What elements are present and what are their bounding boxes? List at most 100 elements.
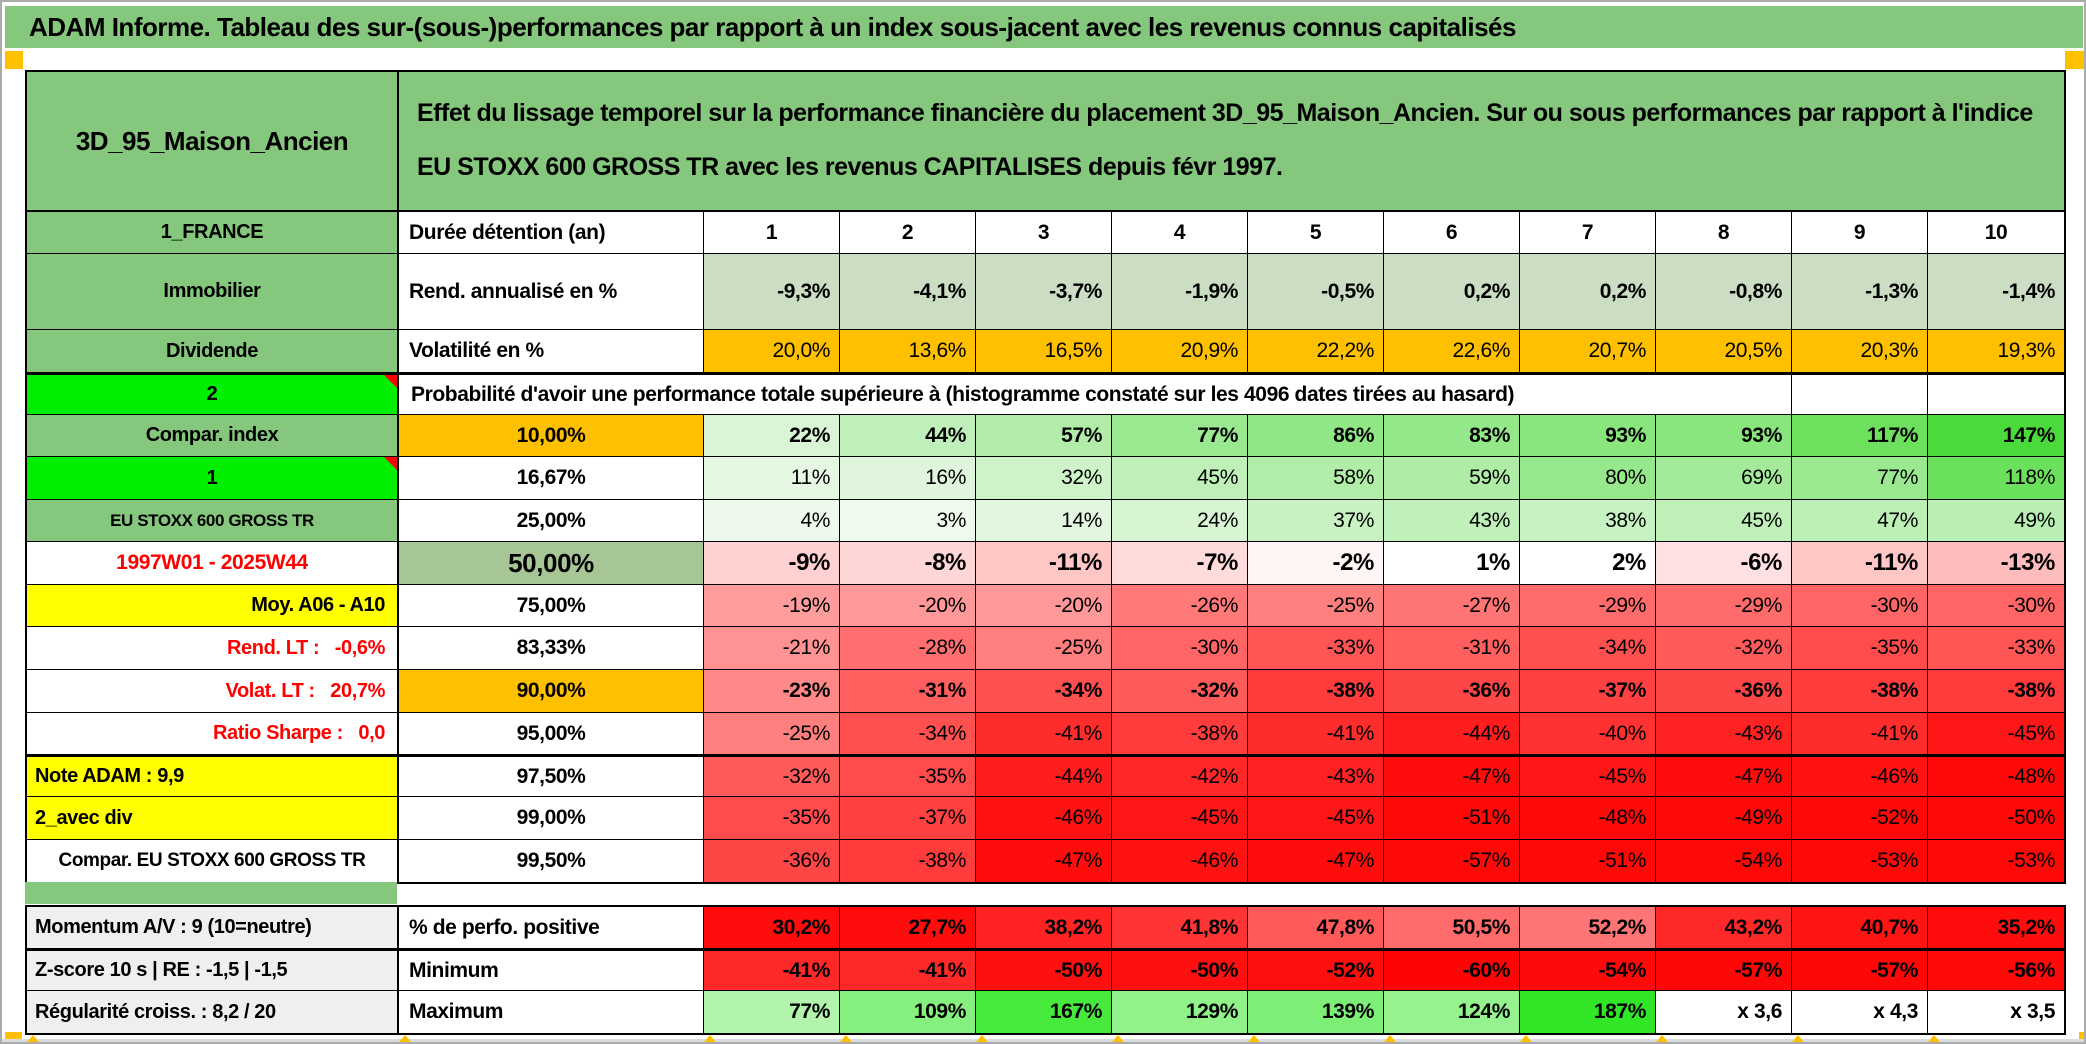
data-cell-p995-7[interactable]: -51%: [1520, 840, 1656, 882]
data-cell-volatilite-1[interactable]: 20,0%: [704, 330, 840, 373]
data-cell-p16-9[interactable]: 77%: [1792, 457, 1928, 500]
row-label-p16[interactable]: 1: [27, 457, 399, 500]
data-cell-p90-3[interactable]: -34%: [976, 670, 1112, 713]
data-cell-p90-10[interactable]: -38%: [1928, 670, 2064, 713]
data-cell-p90-6[interactable]: -36%: [1384, 670, 1520, 713]
data-cell-p97-10[interactable]: -48%: [1928, 755, 2064, 797]
data-cell-perfo-positive-6[interactable]: 50,5%: [1384, 907, 1520, 949]
data-cell-p16-6[interactable]: 59%: [1384, 457, 1520, 500]
data-cell-minimum-3[interactable]: -50%: [976, 949, 1112, 991]
data-cell-p10-10[interactable]: 147%: [1928, 415, 2064, 457]
data-cell-rend-annualise-5[interactable]: -0,5%: [1248, 254, 1384, 330]
data-cell-volatilite-6[interactable]: 22,6%: [1384, 330, 1520, 373]
data-cell-p995-2[interactable]: -38%: [840, 840, 976, 882]
data-cell-p10-6[interactable]: 83%: [1384, 415, 1520, 457]
data-cell-p16-5[interactable]: 58%: [1248, 457, 1384, 500]
data-cell-duree-detention-2[interactable]: 2: [840, 212, 976, 254]
data-cell-p83-1[interactable]: -21%: [704, 627, 840, 670]
row-label-p90[interactable]: Volat. LT : 20,7%: [27, 670, 399, 713]
data-cell-p995-6[interactable]: -57%: [1384, 840, 1520, 882]
data-cell-duree-detention-10[interactable]: 10: [1928, 212, 2064, 254]
data-cell-p75-7[interactable]: -29%: [1520, 585, 1656, 627]
data-cell-minimum-10[interactable]: -56%: [1928, 949, 2064, 991]
data-cell-minimum-5[interactable]: -52%: [1248, 949, 1384, 991]
data-cell-p99-8[interactable]: -49%: [1656, 797, 1792, 840]
data-cell-p90-5[interactable]: -38%: [1248, 670, 1384, 713]
data-cell-maximum-9[interactable]: x 4,3: [1792, 991, 1928, 1033]
row-label-minimum[interactable]: Z-score 10 s | RE : -1,5 | -1,5: [27, 949, 399, 991]
data-cell-duree-detention-9[interactable]: 9: [1792, 212, 1928, 254]
row-subheader-p90[interactable]: 90,00%: [399, 670, 704, 713]
data-cell-volatilite-4[interactable]: 20,9%: [1112, 330, 1248, 373]
data-cell-p50-2[interactable]: -8%: [840, 542, 976, 585]
data-cell-p25-9[interactable]: 47%: [1792, 500, 1928, 542]
data-cell-volatilite-5[interactable]: 22,2%: [1248, 330, 1384, 373]
data-cell-p75-8[interactable]: -29%: [1656, 585, 1792, 627]
row-subheader-duree-detention[interactable]: Durée détention (an): [399, 212, 704, 254]
data-cell-p10-5[interactable]: 86%: [1248, 415, 1384, 457]
data-cell-minimum-9[interactable]: -57%: [1792, 949, 1928, 991]
data-cell-maximum-8[interactable]: x 3,6: [1656, 991, 1792, 1033]
data-cell-p16-2[interactable]: 16%: [840, 457, 976, 500]
placement-name-cell[interactable]: 3D_95_Maison_Ancien: [27, 72, 399, 212]
data-cell-p50-10[interactable]: -13%: [1928, 542, 2064, 585]
data-cell-p25-2[interactable]: 3%: [840, 500, 976, 542]
data-cell-p95-4[interactable]: -38%: [1112, 713, 1248, 755]
data-cell-p83-9[interactable]: -35%: [1792, 627, 1928, 670]
data-cell-perfo-positive-8[interactable]: 43,2%: [1656, 907, 1792, 949]
data-cell-p995-5[interactable]: -47%: [1248, 840, 1384, 882]
data-cell-maximum-10[interactable]: x 3,5: [1928, 991, 2064, 1033]
data-cell-p75-6[interactable]: -27%: [1384, 585, 1520, 627]
data-cell-duree-detention-6[interactable]: 6: [1384, 212, 1520, 254]
row-label-volatilite[interactable]: Dividende: [27, 330, 399, 373]
data-cell-p97-9[interactable]: -46%: [1792, 755, 1928, 797]
data-cell-p25-8[interactable]: 45%: [1656, 500, 1792, 542]
data-cell-p10-1[interactable]: 22%: [704, 415, 840, 457]
data-cell-p90-4[interactable]: -32%: [1112, 670, 1248, 713]
data-cell-p50-6[interactable]: 1%: [1384, 542, 1520, 585]
row-subheader-p83[interactable]: 83,33%: [399, 627, 704, 670]
row-subheader-p50[interactable]: 50,00%: [399, 542, 704, 585]
data-cell-p95-5[interactable]: -41%: [1248, 713, 1384, 755]
data-cell-duree-detention-1[interactable]: 1: [704, 212, 840, 254]
data-cell-p90-8[interactable]: -36%: [1656, 670, 1792, 713]
data-cell-duree-detention-3[interactable]: 3: [976, 212, 1112, 254]
data-cell-p50-7[interactable]: 2%: [1520, 542, 1656, 585]
data-cell-p90-9[interactable]: -38%: [1792, 670, 1928, 713]
data-cell-p50-5[interactable]: -2%: [1248, 542, 1384, 585]
data-cell-p50-4[interactable]: -7%: [1112, 542, 1248, 585]
data-cell-minimum-2[interactable]: -41%: [840, 949, 976, 991]
row-label-p10[interactable]: Compar. index: [27, 415, 399, 457]
data-cell-p90-7[interactable]: -37%: [1520, 670, 1656, 713]
data-cell-p99-9[interactable]: -52%: [1792, 797, 1928, 840]
data-cell-p99-7[interactable]: -48%: [1520, 797, 1656, 840]
data-cell-p99-10[interactable]: -50%: [1928, 797, 2064, 840]
data-cell-p83-7[interactable]: -34%: [1520, 627, 1656, 670]
data-cell-p995-3[interactable]: -47%: [976, 840, 1112, 882]
data-cell-p83-3[interactable]: -25%: [976, 627, 1112, 670]
row-label-rend-annualise[interactable]: Immobilier: [27, 254, 399, 330]
data-cell-p10-7[interactable]: 93%: [1520, 415, 1656, 457]
data-cell-p10-4[interactable]: 77%: [1112, 415, 1248, 457]
data-cell-duree-detention-5[interactable]: 5: [1248, 212, 1384, 254]
data-cell-p50-8[interactable]: -6%: [1656, 542, 1792, 585]
data-cell-p97-1[interactable]: -32%: [704, 755, 840, 797]
data-cell-p25-1[interactable]: 4%: [704, 500, 840, 542]
data-cell-duree-detention-8[interactable]: 8: [1656, 212, 1792, 254]
data-cell-p99-2[interactable]: -37%: [840, 797, 976, 840]
data-cell-rend-annualise-6[interactable]: 0,2%: [1384, 254, 1520, 330]
data-cell-p10-3[interactable]: 57%: [976, 415, 1112, 457]
data-cell-perfo-positive-1[interactable]: 30,2%: [704, 907, 840, 949]
merged-cell-proba-header[interactable]: Probabilité d'avoir une performance tota…: [399, 373, 1792, 415]
data-cell-perfo-positive-2[interactable]: 27,7%: [840, 907, 976, 949]
data-cell-p16-8[interactable]: 69%: [1656, 457, 1792, 500]
data-cell-perfo-positive-7[interactable]: 52,2%: [1520, 907, 1656, 949]
data-cell-p50-9[interactable]: -11%: [1792, 542, 1928, 585]
data-cell-p995-9[interactable]: -53%: [1792, 840, 1928, 882]
data-cell-p75-9[interactable]: -30%: [1792, 585, 1928, 627]
data-cell-p25-3[interactable]: 14%: [976, 500, 1112, 542]
data-cell-p75-10[interactable]: -30%: [1928, 585, 2064, 627]
data-cell-p995-10[interactable]: -53%: [1928, 840, 2064, 882]
row-subheader-maximum[interactable]: Maximum: [399, 991, 704, 1033]
data-cell-volatilite-10[interactable]: 19,3%: [1928, 330, 2064, 373]
